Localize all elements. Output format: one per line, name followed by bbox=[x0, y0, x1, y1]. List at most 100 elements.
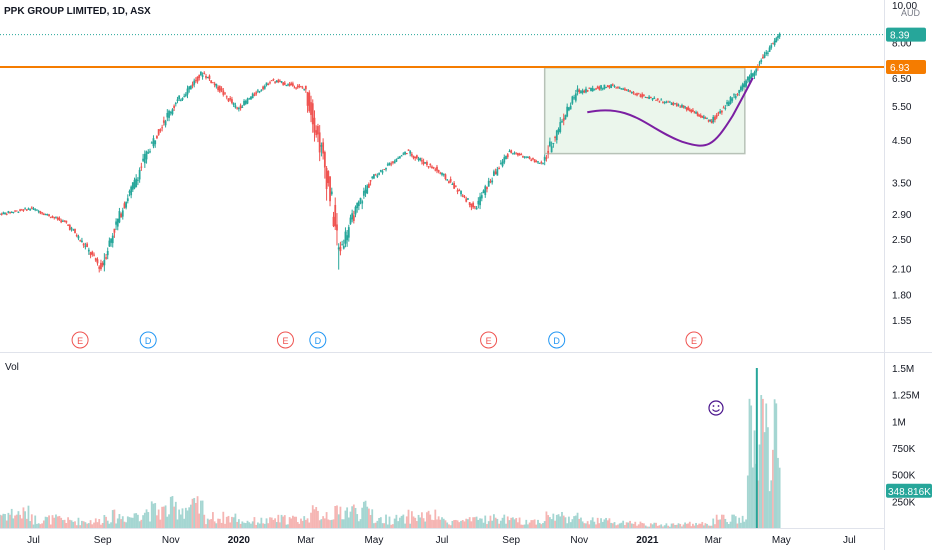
candle-body bbox=[229, 98, 232, 100]
dividend-marker[interactable]: D bbox=[548, 331, 566, 349]
earnings-marker[interactable]: E bbox=[71, 331, 89, 349]
candle-body bbox=[105, 257, 107, 259]
candle-body bbox=[164, 121, 167, 126]
candle-body bbox=[362, 191, 365, 196]
candle-body bbox=[84, 245, 87, 247]
volume-bar bbox=[712, 518, 715, 528]
volume-bar bbox=[313, 509, 316, 528]
volume-pane[interactable] bbox=[0, 353, 884, 528]
volume-bar bbox=[658, 525, 661, 528]
volume-bar bbox=[15, 514, 18, 528]
volume-bar bbox=[174, 501, 177, 528]
earnings-marker[interactable]: E bbox=[480, 331, 498, 349]
candle-body bbox=[402, 153, 405, 155]
volume-bar bbox=[203, 514, 206, 528]
candle-body bbox=[44, 214, 47, 216]
candle-body bbox=[493, 171, 495, 176]
volume-bar bbox=[103, 514, 106, 528]
candle-body bbox=[460, 190, 462, 195]
price-tick-label: 3.50 bbox=[892, 178, 912, 189]
volume-bar bbox=[157, 509, 160, 528]
volume-bar bbox=[758, 444, 761, 528]
candle-body bbox=[439, 172, 442, 174]
volume-bar bbox=[56, 516, 59, 528]
volume-bar bbox=[322, 516, 325, 528]
candle-body bbox=[656, 98, 659, 101]
volume-bar bbox=[137, 514, 139, 528]
volume-bar bbox=[41, 523, 44, 528]
candle-body bbox=[601, 88, 604, 90]
candle-body bbox=[255, 92, 258, 95]
candle-body bbox=[434, 169, 437, 171]
candle-body bbox=[200, 71, 202, 76]
candle-body bbox=[347, 227, 350, 238]
candle-body bbox=[505, 155, 507, 160]
candle-body bbox=[32, 208, 35, 210]
candle-body bbox=[2, 212, 5, 215]
volume-bar bbox=[218, 518, 221, 528]
volume-bar bbox=[206, 518, 209, 528]
price-tick-label: 4.50 bbox=[892, 136, 912, 147]
volume-bar bbox=[442, 518, 445, 528]
candle-body bbox=[630, 92, 633, 94]
earnings-marker[interactable]: E bbox=[685, 331, 703, 349]
candle-body bbox=[217, 86, 219, 91]
candle-body bbox=[538, 162, 541, 164]
price-tick-label: 2.90 bbox=[892, 210, 912, 221]
volume-bar bbox=[224, 523, 226, 528]
dividend-marker[interactable]: D bbox=[139, 331, 157, 349]
candle-body bbox=[145, 151, 148, 160]
price-axis[interactable]: 10.00 8.00 6.50 5.50 4.50 3.50 2.90 2.50 2.10 1.8… bbox=[892, 1, 917, 327]
candle-body bbox=[491, 180, 494, 183]
volume-pane-label: Vol bbox=[5, 362, 19, 373]
volume-axis[interactable]: 1.5M 1.25M 1M 750K 500K 250K bbox=[892, 364, 920, 508]
candle-body bbox=[731, 98, 734, 101]
candle-body bbox=[137, 179, 139, 181]
volume-bar bbox=[475, 516, 478, 528]
volume-bar bbox=[559, 516, 562, 528]
earnings-marker[interactable]: E bbox=[276, 331, 294, 349]
volume-bar bbox=[181, 508, 184, 528]
volume-bar bbox=[336, 505, 338, 528]
volume-bar bbox=[68, 519, 71, 528]
volume-bar bbox=[486, 524, 488, 528]
volume-bar bbox=[618, 523, 621, 528]
candle-body bbox=[454, 185, 457, 187]
volume-bar bbox=[639, 521, 642, 528]
candle-body bbox=[606, 85, 609, 88]
candle-body bbox=[510, 150, 513, 153]
candle-body bbox=[665, 101, 668, 103]
volume-bar bbox=[590, 520, 592, 528]
candle-body bbox=[244, 100, 247, 104]
candle-body bbox=[218, 85, 221, 92]
volume-bar bbox=[470, 521, 473, 528]
volume-bar bbox=[74, 521, 76, 528]
volume-bar bbox=[86, 523, 89, 528]
candle-body bbox=[644, 97, 647, 99]
volume-bar bbox=[695, 522, 697, 528]
candle-body bbox=[357, 201, 360, 207]
volume-bar bbox=[649, 523, 652, 528]
candle-body bbox=[301, 87, 304, 89]
candle-body bbox=[98, 266, 101, 269]
candle-body bbox=[154, 140, 157, 145]
cup-curve[interactable] bbox=[587, 77, 754, 147]
candle-body bbox=[484, 186, 487, 196]
candle-body bbox=[685, 107, 688, 110]
volume-bar bbox=[412, 516, 415, 528]
candle-body bbox=[542, 162, 544, 164]
candle-body bbox=[272, 79, 275, 81]
volume-bar bbox=[648, 526, 651, 528]
accumulation-box[interactable] bbox=[543, 66, 746, 155]
time-axis[interactable]: Jul Sep Nov 2020 Mar May Jul Sep Nov 2021 Mar May Ju… bbox=[27, 535, 856, 546]
volume-bar bbox=[550, 519, 553, 528]
dividend-marker[interactable]: D bbox=[309, 331, 327, 349]
candle-body bbox=[717, 112, 720, 114]
candle-body bbox=[383, 169, 386, 171]
candle-body bbox=[527, 156, 529, 158]
candle-body bbox=[761, 56, 764, 59]
candle-body bbox=[29, 209, 32, 211]
candle-body bbox=[67, 224, 69, 226]
